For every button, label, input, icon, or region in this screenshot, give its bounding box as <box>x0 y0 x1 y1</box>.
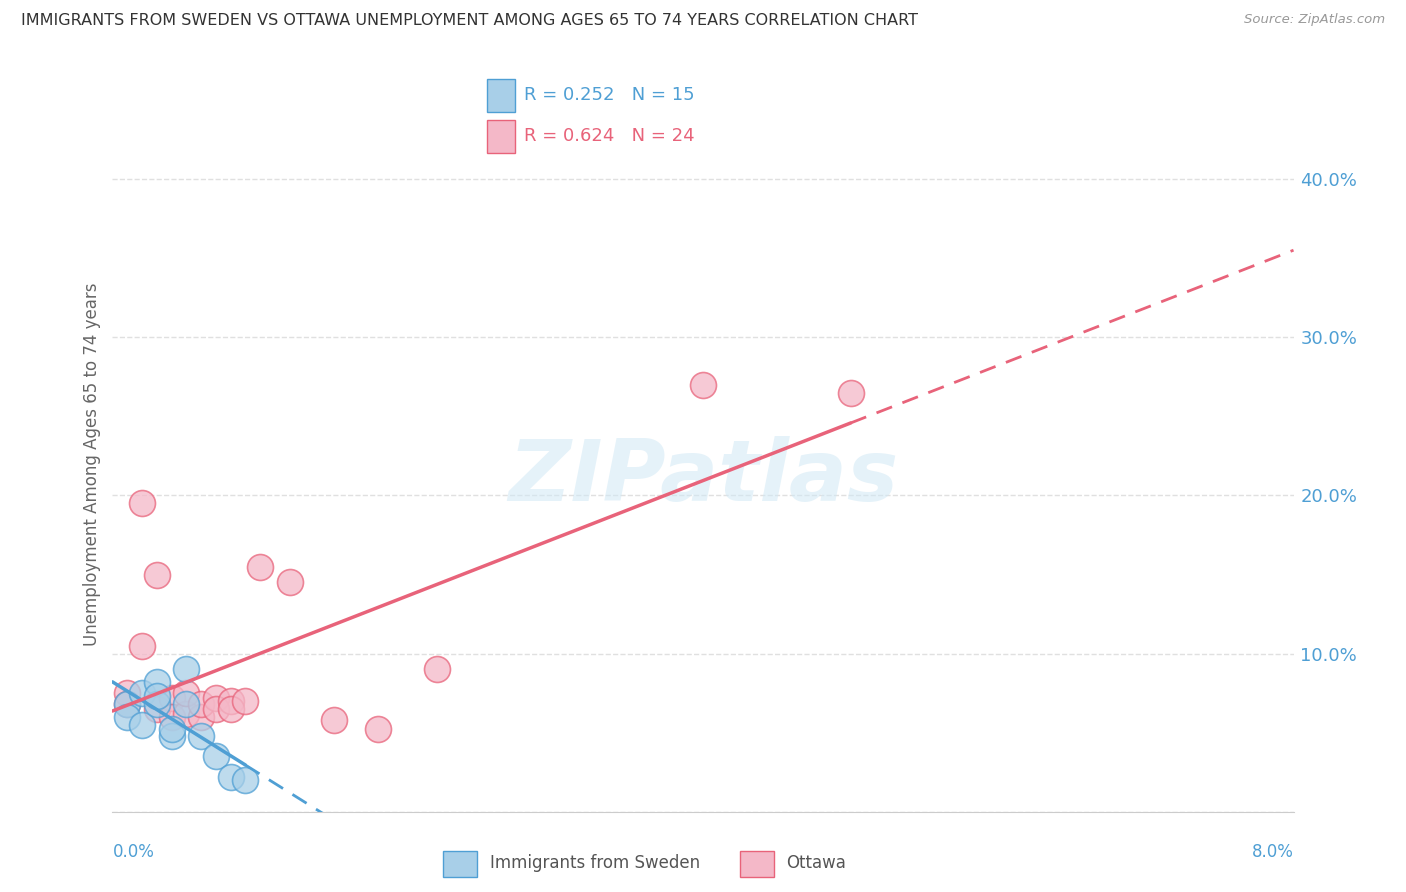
Point <box>146 690 169 704</box>
Point <box>160 729 183 743</box>
Point <box>249 559 271 574</box>
Point <box>131 717 153 731</box>
Point <box>146 702 169 716</box>
Point <box>367 723 389 737</box>
Point <box>160 710 183 724</box>
Text: 0.0%: 0.0% <box>112 843 155 861</box>
Point <box>205 702 228 716</box>
Point <box>190 710 212 724</box>
Point <box>839 385 862 400</box>
FancyBboxPatch shape <box>740 851 775 877</box>
Point <box>117 697 138 711</box>
FancyBboxPatch shape <box>488 120 515 153</box>
Point <box>146 675 169 690</box>
Point <box>131 496 153 510</box>
Y-axis label: Unemployment Among Ages 65 to 74 years: Unemployment Among Ages 65 to 74 years <box>83 282 101 646</box>
Point <box>205 690 228 705</box>
Text: R = 0.624   N = 24: R = 0.624 N = 24 <box>524 128 695 145</box>
Point <box>174 662 197 676</box>
Point <box>174 686 197 700</box>
Point <box>233 773 256 788</box>
Point <box>219 702 242 716</box>
Text: Ottawa: Ottawa <box>786 854 846 872</box>
Point <box>174 706 197 721</box>
Text: 8.0%: 8.0% <box>1251 843 1294 861</box>
FancyBboxPatch shape <box>443 851 477 877</box>
Text: Source: ZipAtlas.com: Source: ZipAtlas.com <box>1244 13 1385 27</box>
Point <box>233 694 256 708</box>
Point <box>117 697 138 711</box>
Point <box>323 713 346 727</box>
Point <box>131 639 153 653</box>
Point <box>146 697 169 711</box>
Point <box>205 749 228 764</box>
Text: IMMIGRANTS FROM SWEDEN VS OTTAWA UNEMPLOYMENT AMONG AGES 65 TO 74 YEARS CORRELAT: IMMIGRANTS FROM SWEDEN VS OTTAWA UNEMPLO… <box>21 13 918 29</box>
Point <box>278 575 301 590</box>
Text: R = 0.252   N = 15: R = 0.252 N = 15 <box>524 87 695 104</box>
Point <box>174 697 197 711</box>
Text: Immigrants from Sweden: Immigrants from Sweden <box>489 854 700 872</box>
Point <box>131 686 153 700</box>
Point <box>219 694 242 708</box>
Point <box>117 686 138 700</box>
Point <box>219 770 242 784</box>
Point <box>692 377 714 392</box>
Point <box>160 723 183 737</box>
Point <box>160 690 183 705</box>
Point <box>146 567 169 582</box>
Point <box>426 662 449 676</box>
Point <box>117 710 138 724</box>
Point <box>190 697 212 711</box>
FancyBboxPatch shape <box>488 79 515 112</box>
Point <box>190 729 212 743</box>
Text: ZIPatlas: ZIPatlas <box>508 436 898 519</box>
